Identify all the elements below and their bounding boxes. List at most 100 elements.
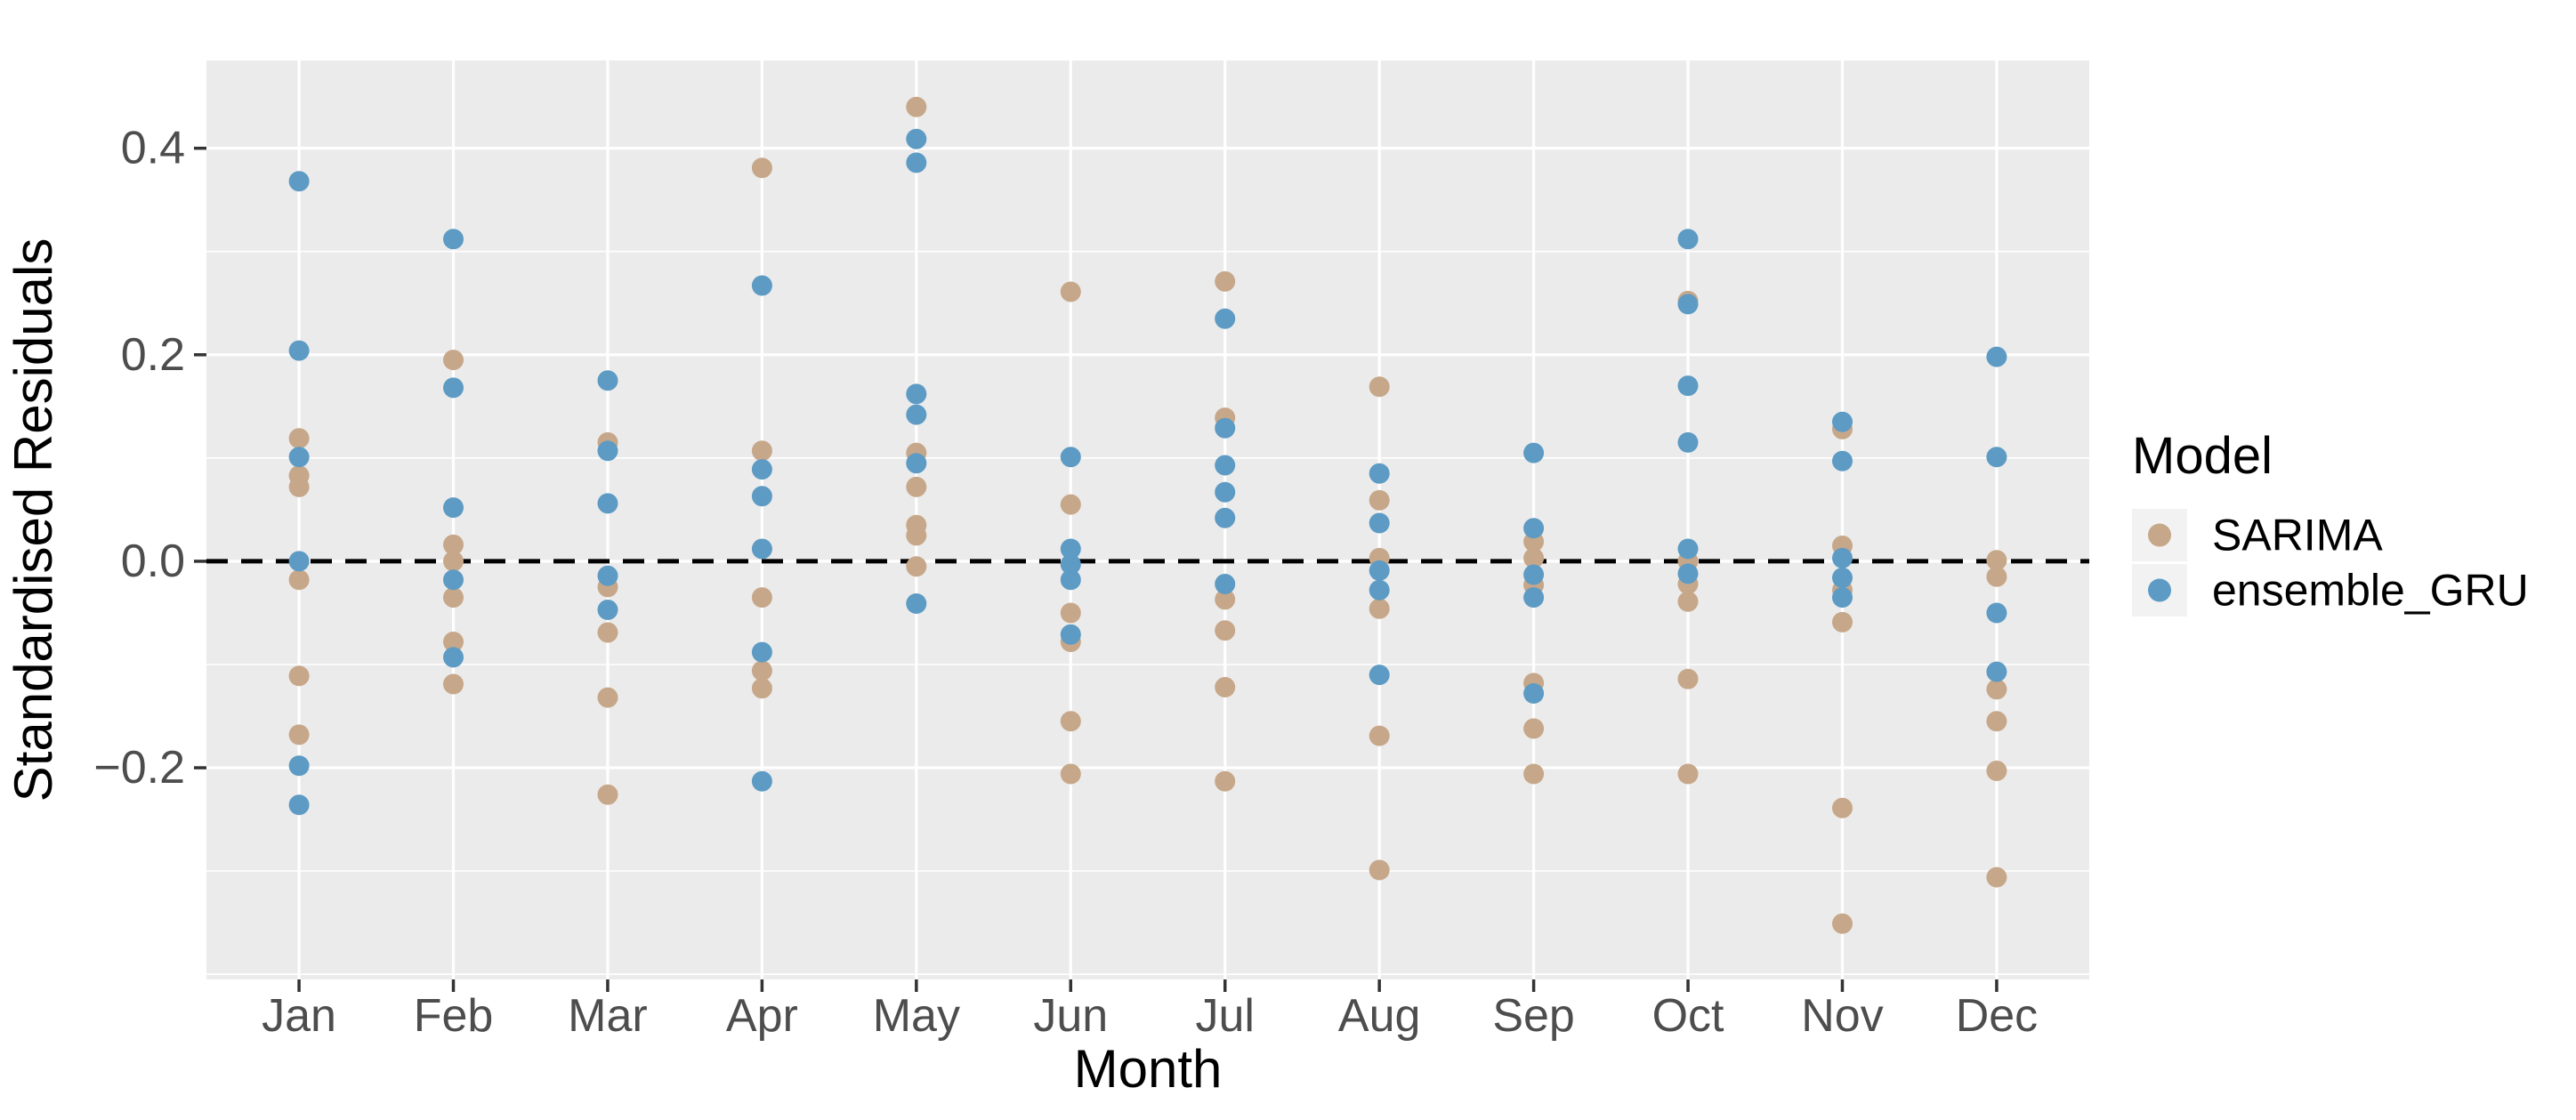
- legend-label: SARIMA: [2212, 511, 2383, 560]
- data-point-SARIMA: [1677, 668, 1699, 689]
- y-axis-title: Standardised Residuals: [4, 238, 63, 802]
- data-point-SARIMA: [288, 724, 310, 745]
- data-point-SARIMA: [1986, 566, 2007, 587]
- data-point-ensemble_GRU: [1215, 507, 1236, 528]
- panel-background: [206, 60, 2089, 979]
- series-ensemble_GRU: [288, 128, 2007, 816]
- data-point-SARIMA: [1215, 270, 1236, 292]
- data-point-SARIMA: [443, 673, 464, 695]
- data-point-ensemble_GRU: [288, 755, 310, 777]
- data-point-ensemble_GRU: [1677, 375, 1699, 397]
- y-tick-label: 0.4: [121, 123, 185, 174]
- data-point-ensemble_GRU: [1060, 624, 1081, 645]
- data-point-SARIMA: [1060, 281, 1081, 302]
- data-point-ensemble_GRU: [288, 447, 310, 468]
- data-point-ensemble_GRU: [1832, 411, 1853, 432]
- data-point-ensemble_GRU: [1523, 683, 1545, 704]
- data-point-ensemble_GRU: [1986, 602, 2007, 624]
- data-point-ensemble_GRU: [1986, 346, 2007, 367]
- data-point-ensemble_GRU: [1060, 447, 1081, 468]
- data-point-ensemble_GRU: [1060, 569, 1081, 591]
- data-point-ensemble_GRU: [1523, 564, 1545, 585]
- data-point-ensemble_GRU: [1523, 518, 1545, 539]
- data-point-SARIMA: [1369, 489, 1390, 511]
- data-point-ensemble_GRU: [1832, 568, 1853, 588]
- data-point-SARIMA: [906, 556, 927, 577]
- data-point-ensemble_GRU: [597, 493, 618, 514]
- data-point-SARIMA: [1060, 763, 1081, 785]
- data-point-ensemble_GRU: [1060, 553, 1081, 575]
- data-point-ensemble_GRU: [1832, 547, 1853, 568]
- data-point-SARIMA: [1832, 797, 1853, 818]
- x-axis-title: Month: [1074, 1039, 1223, 1099]
- data-point-SARIMA: [1832, 611, 1853, 633]
- data-point-SARIMA: [1986, 761, 2007, 781]
- data-point-SARIMA: [751, 157, 772, 179]
- data-point-SARIMA: [1369, 376, 1390, 398]
- data-point-SARIMA: [1677, 591, 1699, 612]
- data-point-SARIMA: [906, 525, 927, 546]
- x-tick-label: Mar: [568, 990, 648, 1042]
- data-point-ensemble_GRU: [1369, 665, 1390, 686]
- data-point-ensemble_GRU: [1215, 308, 1236, 329]
- data-point-SARIMA: [288, 476, 310, 497]
- data-point-ensemble_GRU: [1832, 587, 1853, 608]
- data-point-ensemble_GRU: [1369, 579, 1390, 600]
- data-point-SARIMA: [288, 569, 310, 591]
- data-point-ensemble_GRU: [906, 152, 927, 173]
- data-point-ensemble_GRU: [906, 383, 927, 405]
- data-point-ensemble_GRU: [443, 647, 464, 668]
- data-point-ensemble_GRU: [443, 497, 464, 519]
- data-point-ensemble_GRU: [906, 453, 927, 474]
- data-point-ensemble_GRU: [288, 171, 310, 192]
- data-point-SARIMA: [1986, 550, 2007, 571]
- data-point-SARIMA: [751, 678, 772, 699]
- data-point-SARIMA: [288, 428, 310, 449]
- data-point-SARIMA: [1986, 711, 2007, 732]
- x-tick-label: Nov: [1801, 990, 1883, 1042]
- data-point-SARIMA: [1060, 494, 1081, 515]
- data-point-SARIMA: [1523, 718, 1545, 739]
- x-tick-label: Dec: [1956, 990, 2038, 1042]
- data-point-ensemble_GRU: [1215, 574, 1236, 594]
- data-point-ensemble_GRU: [597, 565, 618, 586]
- data-point-ensemble_GRU: [1215, 417, 1236, 439]
- data-point-ensemble_GRU: [751, 641, 772, 663]
- data-point-ensemble_GRU: [443, 569, 464, 591]
- legend-key-dot-SARIMA: [2148, 523, 2171, 547]
- data-point-SARIMA: [288, 665, 310, 687]
- data-point-ensemble_GRU: [1523, 587, 1545, 608]
- data-point-ensemble_GRU: [1677, 538, 1699, 560]
- data-point-ensemble_GRU: [751, 770, 772, 792]
- data-point-ensemble_GRU: [1060, 538, 1081, 560]
- data-point-SARIMA: [597, 687, 618, 708]
- y-tick-label: 0.2: [121, 329, 185, 381]
- data-point-SARIMA: [1677, 763, 1699, 785]
- x-tick-label: May: [873, 990, 960, 1042]
- data-point-SARIMA: [1523, 763, 1545, 785]
- x-tick-label: Sep: [1492, 990, 1575, 1042]
- data-point-ensemble_GRU: [288, 794, 310, 816]
- data-point-SARIMA: [1215, 589, 1236, 610]
- data-point-SARIMA: [1060, 711, 1081, 732]
- x-tick-label: Apr: [726, 990, 798, 1042]
- legend-label: ensemble_GRU: [2212, 566, 2529, 616]
- data-point-ensemble_GRU: [288, 340, 310, 361]
- x-tick-label: Jun: [1033, 990, 1108, 1042]
- legend-title: Model: [2132, 427, 2273, 485]
- data-point-ensemble_GRU: [1677, 294, 1699, 315]
- data-point-SARIMA: [1369, 859, 1390, 881]
- data-point-SARIMA: [751, 587, 772, 608]
- data-point-SARIMA: [1986, 866, 2007, 888]
- data-point-SARIMA: [1215, 677, 1236, 697]
- data-point-ensemble_GRU: [1832, 450, 1853, 471]
- data-point-ensemble_GRU: [443, 377, 464, 399]
- data-point-ensemble_GRU: [597, 440, 618, 462]
- data-point-SARIMA: [751, 660, 772, 681]
- data-point-SARIMA: [1986, 679, 2007, 700]
- data-point-SARIMA: [1215, 620, 1236, 641]
- data-point-SARIMA: [1215, 770, 1236, 792]
- data-point-ensemble_GRU: [1677, 229, 1699, 250]
- data-point-SARIMA: [1369, 725, 1390, 746]
